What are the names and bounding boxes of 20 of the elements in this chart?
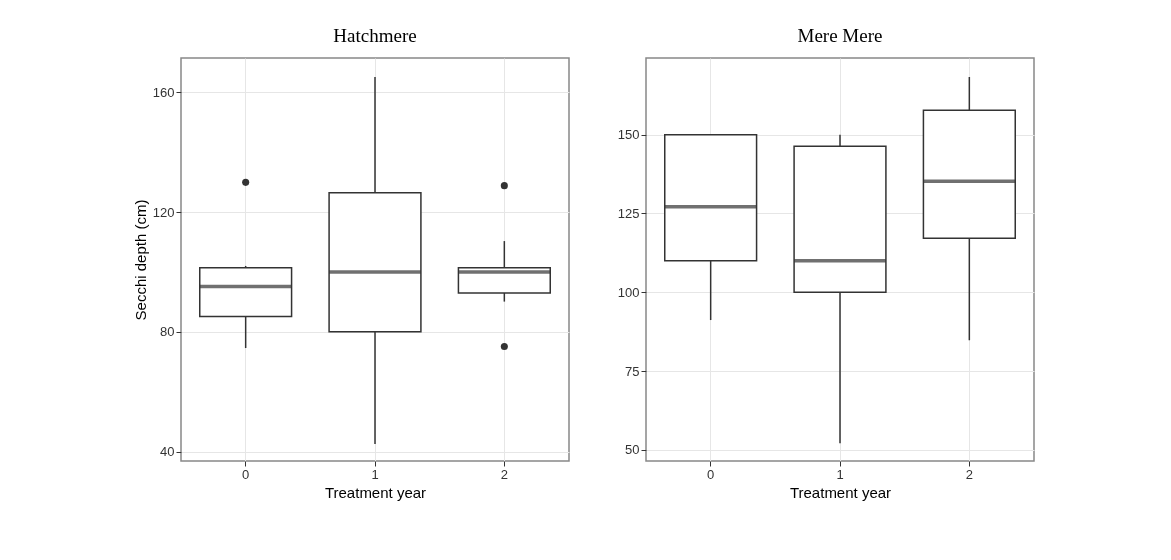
y-tick-label: 40 (160, 444, 175, 460)
y-axis-title: Secchi depth (cm) (131, 199, 149, 321)
x-tick-label: 1 (371, 466, 379, 482)
x-axis-title: Treatment year (789, 483, 892, 501)
x-axis-title: Treatment year (324, 483, 427, 501)
y-tick-label: 80 (160, 324, 175, 340)
y-tick-label: 160 (152, 84, 175, 100)
x-tick-label: 0 (707, 466, 715, 482)
y-tick-label: 100 (617, 284, 640, 300)
y-tick-label: 75 (625, 363, 640, 379)
y-tick-label: 150 (617, 127, 640, 143)
chart-title: Mere Mere (797, 25, 883, 46)
x-tick-label: 0 (242, 466, 250, 482)
chart-title: Hatchmere (333, 25, 417, 46)
x-tick-label: 2 (965, 466, 973, 482)
y-tick-label: 120 (152, 204, 175, 220)
y-tick-label: 50 (625, 442, 640, 458)
x-tick-label: 1 (836, 466, 844, 482)
y-tick-label: 125 (617, 205, 640, 221)
x-tick-label: 2 (500, 466, 508, 482)
